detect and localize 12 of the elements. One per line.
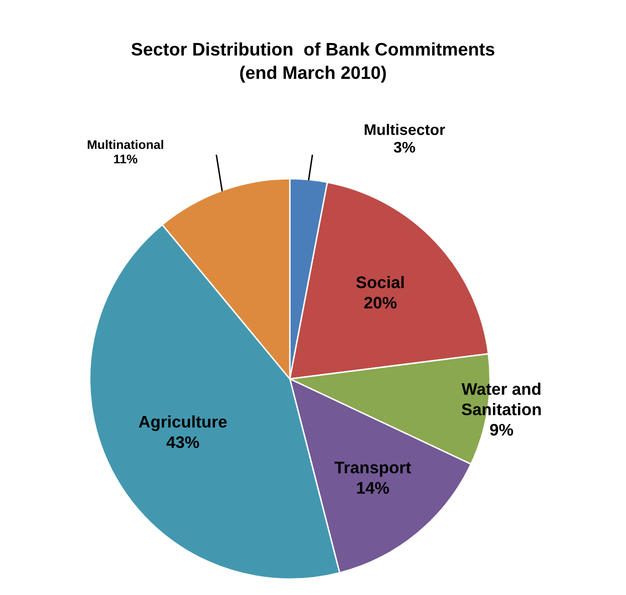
data-label: 9% [490, 424, 514, 436]
slice-label: Agriculture [138, 415, 227, 432]
slice-label: Multinational [88, 140, 164, 150]
slice-label: Transport [334, 462, 412, 477]
chart-title: Sector Distribution of Bank Commitments (end March 2010) [131, 42, 494, 83]
data-label: 43% [166, 436, 200, 448]
data-label: 14% [357, 482, 390, 494]
slice-label: Multisector [364, 124, 445, 136]
data-label: 11% [114, 154, 138, 164]
slice-label: Social [356, 276, 404, 288]
data-label: 3% [394, 142, 416, 153]
data-label: 20% [364, 296, 397, 309]
